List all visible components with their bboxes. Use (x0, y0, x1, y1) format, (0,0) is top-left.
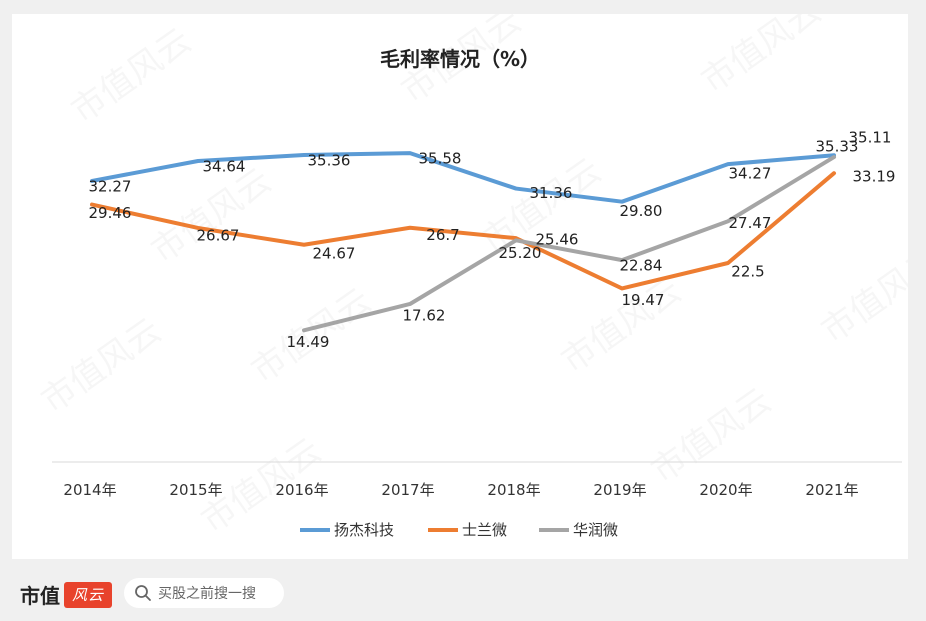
data-label: 22.84 (620, 257, 663, 275)
watermark-text: 市值风云 (694, 14, 828, 101)
data-label: 24.67 (313, 244, 356, 262)
x-tick-label: 2018年 (487, 481, 540, 499)
data-label: 25.46 (536, 231, 579, 249)
x-tick-label: 2021年 (805, 481, 858, 499)
data-label: 33.19 (853, 168, 896, 186)
watermark-text: 市值风云 (644, 381, 778, 492)
series-line-1 (90, 171, 836, 291)
chart-card: 市值风云 市值风云 市值风云 市值风云 市值风云 市值风云 市值风云 市值风云 市值风云 市值风云… (12, 14, 908, 559)
chart-title: 毛利率情况（%） (380, 47, 540, 71)
data-label: 35.11 (849, 129, 892, 147)
x-tick-label: 2016年 (275, 481, 328, 499)
data-label: 22.5 (731, 263, 764, 281)
legend: 扬杰科技 士兰微 华润微 (300, 521, 618, 539)
data-label: 34.27 (729, 165, 772, 183)
watermark-text: 市值风云 (34, 311, 168, 422)
watermark-text: 市值风云 (814, 241, 908, 352)
data-label: 31.36 (530, 184, 573, 202)
data-label: 29.46 (89, 204, 132, 222)
x-tick-label: 2019年 (593, 481, 646, 499)
x-tick-labels: 2014年 2015年 2016年 2017年 2018年 2019年 2020年 2021年 (63, 481, 858, 499)
x-tick-label: 2015年 (169, 481, 222, 499)
data-labels: 32.27 34.64 35.36 35.58 31.36 29.80 34.27 35.33… (89, 129, 896, 351)
data-label: 19.47 (622, 291, 665, 309)
data-label: 27.47 (729, 214, 772, 232)
search-box[interactable]: 买股之前搜一搜 (124, 578, 284, 608)
data-label: 29.80 (620, 202, 663, 220)
data-label: 25.20 (499, 244, 542, 262)
data-label: 26.7 (426, 226, 459, 244)
watermark-text: 市值风云 (64, 21, 198, 132)
search-icon (135, 585, 151, 601)
brand-logo: 市值 风云 (20, 580, 112, 609)
data-label: 35.36 (308, 151, 351, 169)
data-label: 14.49 (287, 333, 330, 351)
data-label: 17.62 (403, 306, 446, 324)
x-tick-label: 2020年 (699, 481, 752, 499)
series-lines (90, 151, 836, 333)
legend-label: 扬杰科技 (334, 521, 394, 539)
data-label: 32.27 (89, 177, 132, 195)
footer-bar: 市值 风云 买股之前搜一搜 (0, 566, 926, 621)
x-tick-label: 2014年 (63, 481, 116, 499)
legend-label: 华润微 (573, 521, 618, 539)
legend-label: 士兰微 (462, 521, 507, 539)
data-label: 26.67 (197, 226, 240, 244)
brand-badge: 风云 (64, 581, 112, 608)
data-label: 35.58 (419, 150, 462, 168)
brand-name: 市值 (20, 584, 60, 608)
series-line-2 (302, 155, 836, 333)
series-line-0 (90, 151, 836, 204)
x-tick-label: 2017年 (381, 481, 434, 499)
data-label: 34.64 (203, 158, 246, 176)
data-label: 35.33 (816, 138, 859, 156)
search-placeholder: 买股之前搜一搜 (158, 586, 256, 602)
watermark-text: 市值风云 (144, 161, 278, 272)
